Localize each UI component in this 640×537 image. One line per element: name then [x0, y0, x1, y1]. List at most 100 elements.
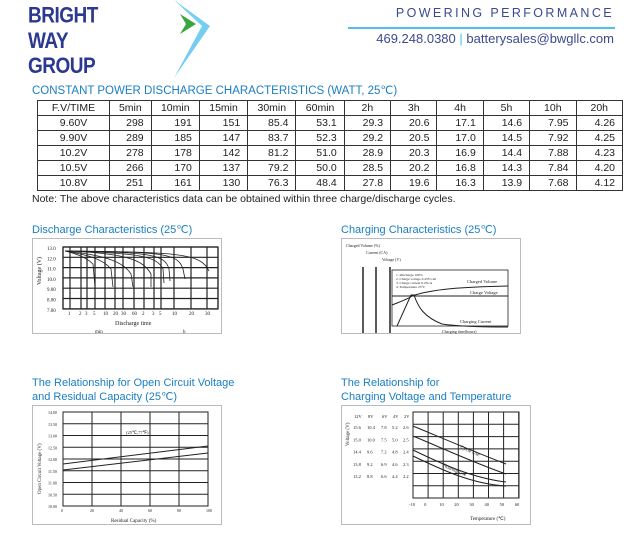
table-cell: 289 [109, 130, 152, 146]
voltage-tick: 10.4 [367, 425, 376, 430]
table-cell: 28.5 [343, 160, 392, 176]
voltage-tick: 2.3 [403, 462, 409, 467]
voltage-tick: 2.2 [403, 474, 409, 479]
table-cell: 7.95 [529, 115, 577, 131]
x-tick: 20 [454, 502, 459, 507]
discharge-table: F.V/TIME 5min 10min 15min 30min 60min 2h 3h 4h 5h… [36, 100, 623, 191]
x-tick: 60 [148, 508, 152, 513]
voltage-tick: 15.0 [353, 437, 362, 442]
axis1-label: Charged Volume (%) [346, 243, 380, 248]
y-tick: 9.00 [47, 288, 56, 293]
table-cell: 147 [198, 130, 249, 146]
column-header: 4h [436, 100, 484, 116]
voltage-header: 6V [382, 414, 388, 419]
voltage-tick: 2.4 [403, 450, 409, 455]
column-header: 10min [150, 100, 200, 116]
table-row: 9.60V 298 191 151 85.4 53.1 29.3 20.6 17.1 14.6 7.… [36, 115, 623, 131]
table-cell: 14.4 [482, 145, 531, 161]
table-header-row: F.V/TIME 5min 10min 15min 30min 60min 2h 3h 4h 5h… [36, 100, 623, 116]
y-tick: 12.50 [48, 445, 57, 450]
voltage-tick: 4.6 [392, 462, 398, 467]
table-cell: 7.84 [529, 160, 577, 176]
table-cell: 85.4 [247, 115, 297, 131]
y-tick: 12.0 [47, 257, 56, 262]
x-tick: -10 [409, 502, 416, 507]
column-header: 30min [247, 100, 297, 116]
voltage-tick: 9.2 [367, 462, 373, 467]
table-cell: 14.3 [482, 160, 531, 176]
x-tick: 10 [439, 502, 444, 507]
table-cell: 130 [198, 175, 249, 191]
row-header: 10.8V [36, 175, 111, 191]
y-tick: 8.00 [47, 299, 56, 304]
table-cell: 13.9 [482, 175, 531, 191]
ocv-annotation: (25℃,77℉) [126, 430, 149, 436]
column-header: 60min [295, 100, 345, 116]
x-tick: 0 [61, 508, 63, 513]
voltage-header: 4V [393, 414, 399, 419]
ocv-chart-svg: Open Circuit Voltage (V) (25℃,77℉) Resid… [38, 410, 212, 524]
table-cell: 19.6 [390, 175, 438, 191]
y-tick: 10.00 [48, 504, 57, 509]
voltage-tick: 5.0 [392, 437, 398, 442]
voltage-header: 8V [368, 414, 374, 419]
y-tick: 10.0 [47, 278, 56, 283]
table-note: Note: The above characteristics data can… [32, 193, 456, 205]
y-tick: 10.50 [48, 492, 57, 497]
table-cell: 50.0 [295, 160, 345, 176]
table-cell: 170 [150, 160, 200, 176]
table-cell: 278 [109, 145, 152, 161]
charging-chart-svg: Charged Volume (%) Current (CA) Voltage … [346, 243, 509, 334]
row-header: 10.2V [36, 145, 111, 161]
voltage-tick: 7.5 [381, 437, 387, 442]
table-cell: 137 [198, 160, 249, 176]
voltage-tick: 13.2 [353, 474, 361, 479]
voltage-tick: 2.5 [403, 437, 409, 442]
table-cell: 48.4 [295, 175, 345, 191]
ocv-xlabel: Residual Capacity (%) [111, 519, 157, 524]
x-tick: 10 [172, 312, 178, 317]
column-header: F.V/TIME [36, 100, 111, 116]
table-cell: 191 [150, 115, 200, 131]
xunit-min: min [95, 330, 103, 335]
y-tick: 7.00 [47, 309, 56, 314]
y-tick: 13.0 [47, 247, 56, 252]
logo-text: BRIGHT WAY GROUP [28, 4, 98, 79]
table-cell: 16.3 [436, 175, 484, 191]
table-cell: 53.1 [295, 115, 345, 131]
table-cell: 7.68 [529, 175, 577, 191]
series-charge-voltage: Charge Voltage [470, 290, 498, 295]
table-cell: 14.6 [482, 115, 531, 131]
voltage-tick: 9.6 [367, 450, 373, 455]
temperature-chart-svg: Voltage (V) 12V 8V 6V 4V 2V 15.6 10.4 7.8 5.2 2.6… [346, 411, 520, 522]
series-charged-volume: Charged Volume [467, 279, 497, 284]
discharge-chart: Voltage (V) 13.0 12.0 11.0 10.0 9.00 8.00 7.00… [32, 238, 222, 335]
x-tick: 3 [152, 312, 155, 317]
charging-note: 1. Discharge 100% [396, 273, 423, 277]
table-cell: 20.2 [390, 160, 438, 176]
voltage-tick: 2.6 [403, 425, 409, 430]
discharge-xlabel: Discharge time [115, 321, 152, 327]
table-cell: 251 [109, 175, 152, 191]
contact-info: 469.248.0380 | batterysales@bwgllc.com [376, 31, 614, 46]
table-row: 10.5V 266 170 137 79.2 50.0 28.5 20.2 16.8 14.3 7.… [36, 160, 623, 176]
row-header: 9.90V [36, 130, 111, 146]
discharge-chart-svg: Voltage (V) 13.0 12.0 11.0 10.0 9.00 8.00 7.00… [36, 246, 219, 335]
axis3-label: Voltage (V) [382, 257, 401, 262]
email-link[interactable]: batterysales@bwgllc.com [466, 31, 614, 46]
x-tick: 50 [500, 502, 505, 507]
logo-arrow-icon [174, 0, 210, 78]
table-cell: 20.5 [390, 130, 438, 146]
column-header: 5h [482, 100, 531, 116]
x-tick: 40 [485, 502, 490, 507]
series-charging-current: Charging Current [460, 319, 492, 324]
charging-note: 3. Charge current 0.25CA [396, 281, 433, 285]
charging-note: 2. Charge voltage 2.45V/cell [396, 277, 436, 281]
tagline: POWERING PERFORMANCE [395, 6, 614, 20]
x-tick: 30 [121, 312, 127, 317]
voltage-header: 2V [404, 414, 410, 419]
charging-chart-title: Charging Characteristics (25℃) [341, 224, 497, 236]
y-tick: 11.50 [48, 469, 57, 474]
table-cell: 4.12 [575, 175, 623, 191]
voltage-tick: 13.8 [353, 462, 362, 467]
